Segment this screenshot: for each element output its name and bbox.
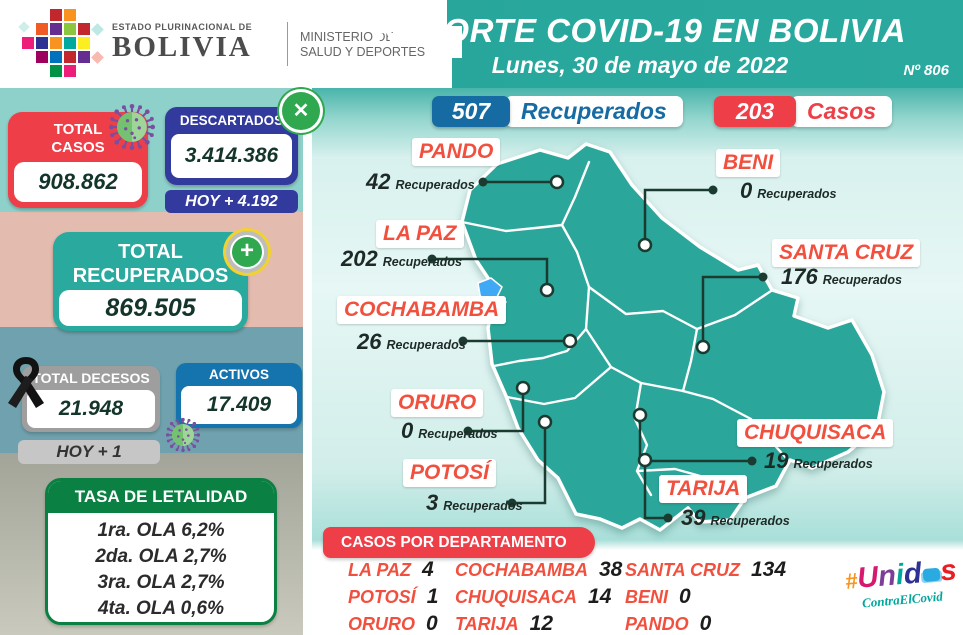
cases-by-department-banner: CASOS POR DEPARTAMENTO <box>323 527 595 558</box>
map-value-tarija: 39 Recuperados <box>681 505 790 530</box>
government-name: ESTADO PLURINACIONAL DE BOLIVIA <box>112 22 252 62</box>
cases-banner-value: 203 <box>714 96 796 127</box>
discarded-x-icon: ✕ <box>282 92 320 130</box>
recovered-banner-label: Recuperados <box>505 96 683 127</box>
case-item: COCHABAMBA 38 <box>455 558 623 581</box>
case-item: LA PAZ 4 <box>348 558 434 581</box>
case-item: PANDO 0 <box>625 612 712 635</box>
discarded-card: DESCARTADOS 3.414.386 <box>165 107 298 185</box>
total-deaths-label: TOTAL DECESOS <box>32 370 150 386</box>
total-recovered-card: TOTAL RECUPERADOS 869.505 <box>53 232 248 331</box>
lethality-rate-card: TASA DE LETALIDAD 1ra. OLA 6,2% 2da. OLA… <box>45 478 277 625</box>
total-recovered-label: TOTAL RECUPERADOS <box>72 241 229 287</box>
cases-column-3: SANTA CRUZ 134 BENI 0 PANDO 0 <box>625 558 786 635</box>
lethality-row: 4ta. OLA 0,6% <box>97 598 224 619</box>
map-label-oruro: ORURO <box>391 389 484 417</box>
map-label-santa-cruz: SANTA CRUZ <box>772 239 921 267</box>
map-value-santa-cruz: 176 Recuperados <box>781 264 902 289</box>
vertical-divider <box>303 88 312 635</box>
lethality-row: 2da. OLA 2,7% <box>95 546 227 567</box>
total-recovered-value: 869.505 <box>59 290 242 326</box>
report-number: Nº 806 <box>903 62 949 79</box>
map-value-potosi: 3 Recuperados <box>426 490 523 515</box>
case-item: BENI 0 <box>625 585 691 608</box>
virus-icon <box>107 102 157 152</box>
map-label-beni: BENI <box>716 149 781 177</box>
state-label: ESTADO PLURINACIONAL DE <box>112 22 253 32</box>
map-value-pando: 42 Recuperados <box>366 169 475 194</box>
active-cases-card: ACTIVOS 17.409 <box>176 363 302 428</box>
map-value-oruro: 0 Recuperados <box>401 418 498 443</box>
map-label-cochabamba: COCHABAMBA <box>337 296 507 324</box>
discarded-label: DESCARTADOS <box>179 113 284 128</box>
active-cases-label: ACTIVOS <box>208 367 269 382</box>
state-name: BOLIVIA <box>112 31 252 63</box>
recovered-plus-icon: + <box>232 237 262 267</box>
map-value-cochabamba: 26 Recuperados <box>357 329 466 354</box>
total-deaths-card: TOTAL DECESOS 21.948 <box>22 366 160 432</box>
case-item: SANTA CRUZ 134 <box>625 558 787 581</box>
bolivia-state-emblem-icon <box>18 9 104 77</box>
report-title: REPORTE COVID-19 EN BOLIVIA <box>374 12 906 49</box>
virus-icon <box>165 417 201 453</box>
lethality-rate-rows: 1ra. OLA 6,2% 2da. OLA 2,7% 3ra. OLA 2,7… <box>48 513 274 622</box>
case-item: TARIJA 12 <box>455 612 554 635</box>
cases-column-1: LA PAZ 4 POTOSÍ 1 ORURO 0 <box>348 558 438 635</box>
case-item: POTOSÍ 1 <box>348 585 439 608</box>
campaign-logo-background <box>788 551 963 635</box>
case-item: ORURO 0 <box>348 612 438 635</box>
map-value-beni: 0 Recuperados <box>740 178 837 203</box>
map-value-la-paz: 202 Recuperados <box>341 246 462 271</box>
total-cases-label: TOTAL CASOS <box>51 121 105 156</box>
map-label-pando: PANDO <box>412 138 501 166</box>
header-logo-panel <box>0 0 462 88</box>
report-date: Lunes, 30 de mayo de 2022 <box>491 52 789 78</box>
case-item: CHUQUISACA 14 <box>455 585 612 608</box>
ministry-name: MINISTERIO DE SALUD Y DEPORTES <box>300 30 426 59</box>
face-mask-icon <box>922 567 941 583</box>
total-cases-value: 908.862 <box>14 162 142 202</box>
recovered-banner: 507 Recuperados <box>432 96 683 127</box>
mourning-ribbon-icon <box>8 357 44 408</box>
map-label-potosi: POTOSÍ <box>403 459 496 487</box>
map-label-la-paz: LA PAZ <box>376 220 464 248</box>
cases-banner: 203 Casos <box>714 96 893 127</box>
map-label-tarija: TARIJA <box>659 475 748 503</box>
recovered-banner-value: 507 <box>432 96 510 127</box>
lethality-row: 1ra. OLA 6,2% <box>97 520 225 541</box>
discarded-today: HOY + 4.192 <box>165 190 298 213</box>
map-label-chuquisaca: CHUQUISACA <box>737 419 894 447</box>
cases-column-2: COCHABAMBA 38 CHUQUISACA 14 TARIJA 12 <box>455 558 622 635</box>
active-cases-value: 17.409 <box>181 386 297 424</box>
header-divider <box>287 22 288 66</box>
header: ESTADO PLURINACIONAL DE BOLIVIA MINISTER… <box>0 0 963 88</box>
lethality-row: 3ra. OLA 2,7% <box>97 572 225 593</box>
report-title-block: REPORTE COVID-19 EN BOLIVIA Lunes, 30 de… <box>335 12 945 79</box>
cases-banner-label: Casos <box>791 96 893 127</box>
discarded-value: 3.414.386 <box>171 134 292 178</box>
map-value-chuquisaca: 19 Recuperados <box>764 448 873 473</box>
lethality-rate-title: TASA DE LETALIDAD <box>48 481 274 513</box>
total-deaths-value: 21.948 <box>27 390 155 428</box>
deaths-today: HOY + 1 <box>18 440 160 464</box>
